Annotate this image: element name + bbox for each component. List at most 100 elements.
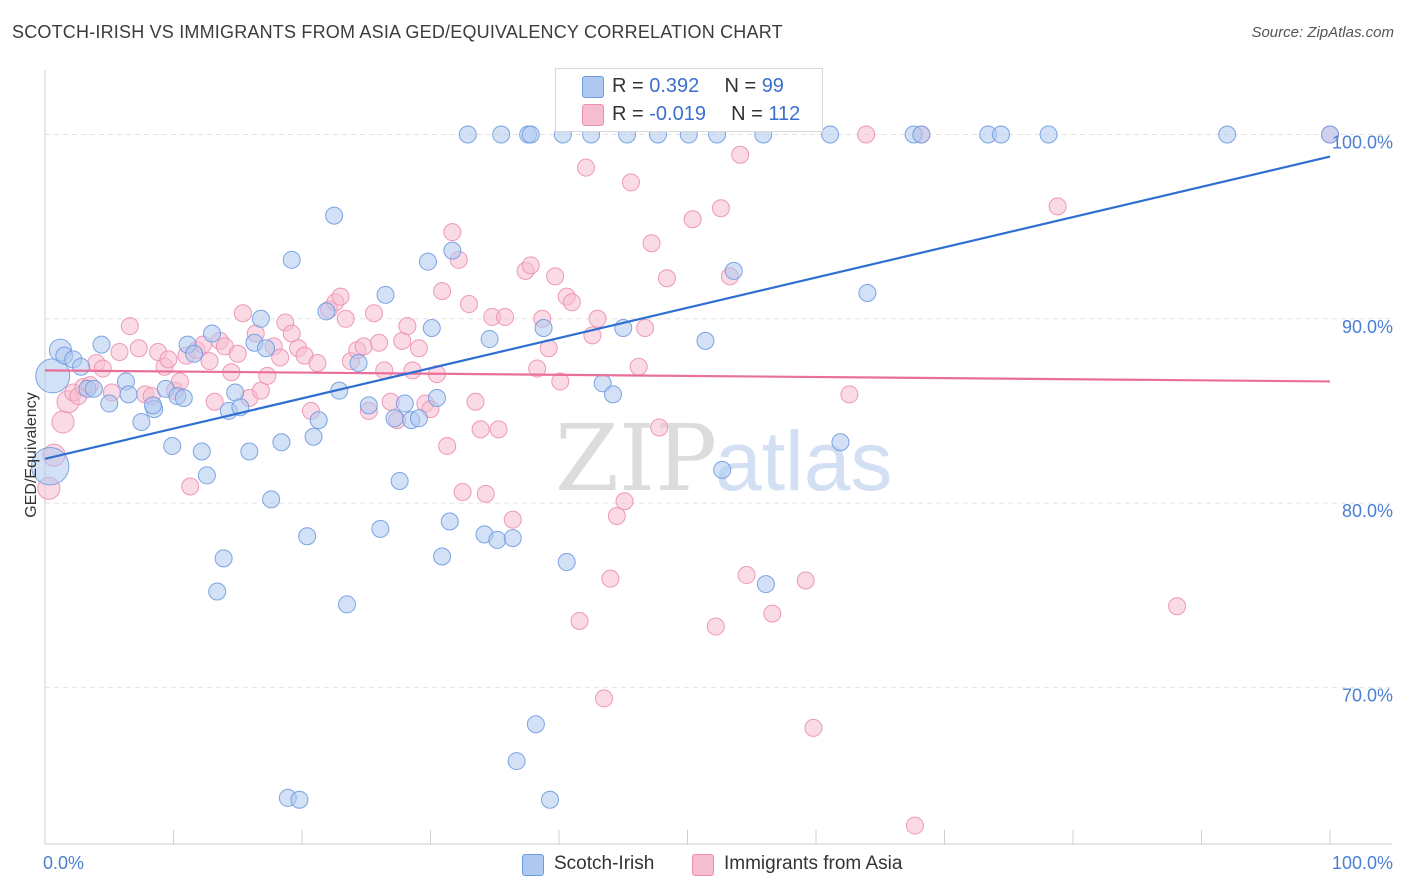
- data-point: [683, 210, 702, 229]
- n-label: N =: [731, 103, 769, 125]
- data-point: [325, 206, 344, 225]
- data-point: [337, 595, 356, 614]
- x-tick-label: 0.0%: [43, 853, 84, 873]
- data-point: [290, 790, 309, 809]
- data-point: [521, 125, 540, 144]
- data-point: [93, 359, 112, 378]
- data-point: [650, 418, 669, 437]
- data-point: [272, 433, 291, 452]
- data-point: [129, 339, 148, 358]
- data-point: [298, 527, 317, 546]
- watermark: ZIP atlas: [555, 405, 892, 512]
- data-point: [203, 324, 222, 343]
- data-point: [185, 344, 204, 363]
- data-point: [271, 348, 290, 367]
- data-point: [1168, 597, 1187, 616]
- x-tick-label: 100.0%: [1332, 853, 1393, 873]
- data-point: [570, 612, 589, 631]
- trend-lines: [44, 155, 1331, 460]
- data-point: [370, 333, 389, 352]
- data-point: [576, 158, 595, 177]
- data-point: [507, 752, 526, 771]
- data-point: [821, 125, 840, 144]
- data-point: [471, 420, 490, 439]
- data-point: [163, 436, 182, 455]
- data-point: [159, 350, 178, 369]
- data-point: [858, 283, 877, 302]
- data-point: [84, 379, 103, 398]
- data-point: [905, 816, 924, 835]
- data-point: [390, 471, 409, 490]
- data-point: [92, 335, 111, 354]
- data-point: [503, 529, 522, 548]
- y-tick-label: 70.0%: [1342, 685, 1393, 705]
- swatch-scotch-irish: [582, 76, 604, 98]
- r-value: -0.019: [649, 103, 706, 125]
- data-point: [30, 447, 70, 486]
- data-point: [756, 575, 775, 594]
- data-point: [534, 319, 553, 337]
- tick-labels: 70.0% 80.0% 90.0% 100.0% 0.0% 100.0%: [43, 133, 1393, 874]
- source-credit: Source: ZipAtlas.com: [1251, 24, 1394, 41]
- data-point: [422, 319, 441, 337]
- data-point: [100, 394, 119, 413]
- data-point: [696, 331, 715, 350]
- data-point: [395, 394, 414, 413]
- data-point: [636, 319, 655, 337]
- data-point: [480, 330, 499, 349]
- data-point: [629, 357, 648, 376]
- data-point: [763, 604, 782, 623]
- data-point: [354, 337, 373, 356]
- data-point: [588, 309, 607, 328]
- data-point: [200, 352, 219, 371]
- data-point: [181, 477, 200, 496]
- data-point: [282, 250, 301, 269]
- data-point: [492, 125, 511, 144]
- data-point: [427, 389, 446, 408]
- data-point: [228, 344, 247, 363]
- data-point: [262, 490, 281, 509]
- n-value: 112: [768, 103, 801, 125]
- data-point: [331, 287, 350, 306]
- data-point: [621, 173, 640, 192]
- data-point: [458, 125, 477, 144]
- data-point: [1048, 197, 1067, 216]
- data-point: [488, 530, 507, 549]
- data-point: [711, 199, 730, 218]
- data-point: [1039, 125, 1058, 144]
- data-point: [443, 223, 462, 242]
- y-axis-label: GED/Equivalency: [23, 392, 40, 517]
- stats-text: R = 0.392 N = 99: [612, 75, 784, 98]
- data-point: [336, 309, 355, 328]
- data-point: [551, 372, 570, 391]
- data-point: [371, 519, 390, 538]
- data-point: [304, 427, 323, 446]
- data-point: [375, 361, 394, 380]
- data-point: [51, 410, 75, 434]
- data-point: [192, 442, 211, 461]
- data-point: [607, 506, 626, 525]
- watermark-atlas: atlas: [715, 414, 892, 508]
- data-point: [1321, 125, 1339, 144]
- legend-label: Scotch-Irish: [554, 853, 655, 874]
- data-point: [796, 571, 815, 590]
- data-point: [831, 433, 850, 452]
- swatch-scotch-irish: [522, 854, 544, 876]
- series-scotch-irish-points: [30, 125, 1339, 809]
- data-point: [110, 342, 129, 361]
- swatch-immigrants-from-asia: [582, 104, 604, 126]
- data-point: [642, 234, 661, 253]
- data-point: [240, 442, 259, 461]
- n-label: N =: [724, 75, 762, 97]
- data-point: [208, 582, 227, 601]
- data-point: [528, 359, 547, 378]
- data-point: [476, 484, 495, 503]
- legend-label: Immigrants from Asia: [724, 853, 903, 874]
- data-point: [562, 293, 581, 312]
- data-point: [132, 412, 151, 431]
- data-point: [601, 569, 620, 588]
- data-point: [594, 689, 613, 708]
- data-point: [308, 354, 327, 373]
- stats-text: R = -0.019 N = 112: [612, 103, 800, 126]
